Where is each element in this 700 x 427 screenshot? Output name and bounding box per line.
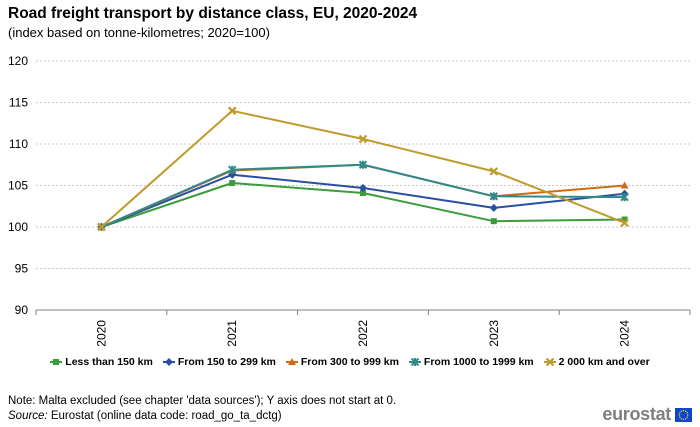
data-point [358,134,368,144]
y-tick-label: 110 [9,137,28,151]
legend-swatch [50,358,63,366]
series-lines [97,106,629,232]
y-tick-label: 115 [9,96,28,110]
gridlines [36,60,690,269]
data-point [620,181,629,189]
legend-marker-shape [53,359,60,365]
legend-label: Less than 150 km [65,356,153,368]
legend-marker [410,358,420,366]
data-point [359,183,367,192]
data-point [97,222,106,232]
source-label: Source: [8,410,48,422]
y-tick-label: 100 [8,220,28,234]
legend-swatch [162,358,175,366]
data-point [360,189,366,196]
legend-marker-shape [287,358,296,365]
data-point [358,160,368,169]
y-tick-label: 90 [15,303,29,317]
data-point [489,192,499,201]
y-tick-label: 95 [15,262,29,276]
series-4 [97,106,629,232]
legend-marker [545,358,554,366]
legend-label: 2 000 km and over [558,356,650,368]
data-point [489,203,498,212]
data-point [227,165,237,174]
legend-swatch [408,358,421,366]
legend-label: From 150 to 299 km [177,356,276,368]
legend-swatch [543,358,556,366]
data-point [620,218,629,228]
legend-marker-shape [410,358,420,366]
eurostat-logo: eurostat [602,404,692,425]
x-tick-label: 2022 [356,320,370,347]
chart-subtitle: (index based on tonne-kilometres; 2020=1… [8,25,270,40]
legend-item: 2 000 km and over [543,356,650,368]
y-tick-label: 105 [8,179,28,193]
axes: 90 95 100 105 110 115 120 2020 2021 2022 2023 2024 [8,54,691,347]
data-point [229,180,236,187]
series-3 [97,160,629,232]
legend-item: From 150 to 299 km [162,356,276,368]
data-point [489,167,499,176]
chart-title: Road freight transport by distance class… [8,5,418,22]
eu-flag-icon [675,407,692,422]
legend-item: Less than 150 km [50,356,153,368]
legend-marker [287,358,296,365]
data-point [490,218,497,225]
legend: Less than 150 km From 150 to 299 km From 3… [0,356,700,368]
legend-marker [53,359,60,365]
chart-source: Source: Eurostat (online data code: road… [8,410,282,422]
legend-label: From 300 to 999 km [300,356,399,368]
x-tick-label: 2021 [225,320,239,347]
data-point [621,216,628,223]
source-text: Eurostat (online data code: road_go_ta_d… [47,410,282,422]
legend-marker-shape [164,358,173,366]
x-tick-label: 2023 [487,320,501,347]
chart-note: Note: Malta excluded (see chapter 'data … [8,395,397,407]
legend-item: From 300 to 999 km [285,356,399,368]
legend-marker-shape [545,358,554,366]
legend-item: From 1000 to 1999 km [408,356,534,368]
y-tick-label: 120 [8,54,28,68]
series-line [100,109,625,228]
x-tick-label: 2020 [94,320,108,347]
data-point [620,192,629,202]
legend-marker [164,358,173,366]
x-tick-label: 2024 [618,320,632,347]
legend-label: From 1000 to 1999 km [423,356,534,368]
data-point [227,106,237,116]
logo-text: eurostat [602,404,671,424]
legend-swatch [285,358,298,366]
